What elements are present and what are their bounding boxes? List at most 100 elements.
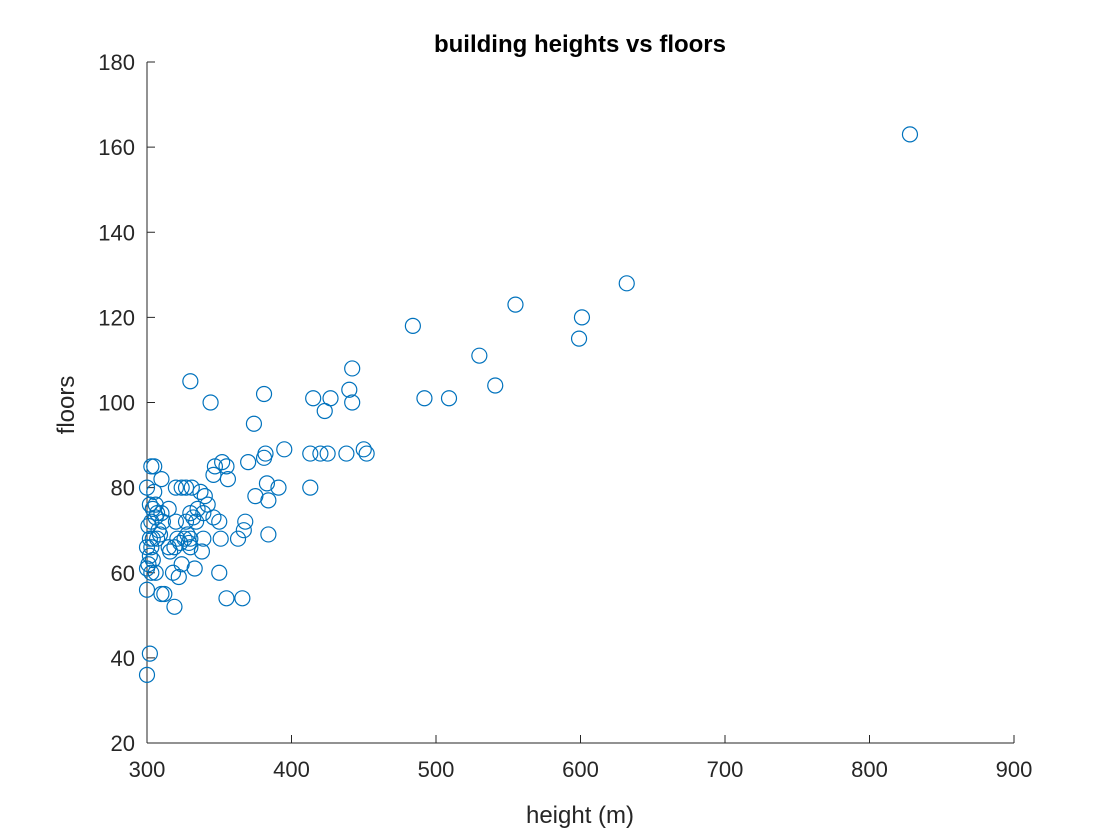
data-point: [182, 373, 199, 390]
data-point: [255, 449, 273, 466]
data-point: [344, 394, 361, 411]
data-point: [196, 488, 213, 505]
data-point: [212, 530, 229, 547]
y-ticks: 20 40 60 80 100 120 140 160 180: [98, 50, 155, 756]
data-point: [172, 534, 189, 552]
data-point: [487, 377, 504, 394]
data-point: [147, 496, 164, 513]
data-point: [143, 539, 160, 556]
data-point: [141, 645, 158, 662]
data-point: [211, 564, 228, 581]
data-point: [138, 666, 156, 684]
y-tick-label: 100: [98, 391, 135, 416]
y-tick-label: 80: [111, 476, 135, 501]
data-point: [260, 526, 277, 543]
data-point: [193, 543, 211, 560]
axes: [146, 62, 1014, 744]
data-point: [258, 475, 276, 492]
data-point: [183, 479, 200, 496]
data-point: [195, 530, 212, 547]
data-point: [218, 590, 235, 607]
data-point: [167, 513, 184, 530]
data-point: [507, 296, 524, 313]
data-point: [219, 471, 237, 488]
data-point: [234, 590, 251, 607]
data-point: [169, 530, 186, 547]
data-point: [173, 556, 190, 573]
data-point: [176, 530, 193, 547]
data-point: [156, 585, 173, 603]
data-point: [143, 564, 160, 581]
data-point: [202, 394, 219, 411]
data-point: [276, 441, 293, 458]
data-point: [211, 513, 228, 530]
y-tick-label: 180: [98, 50, 135, 75]
chart-title: building heights vs floors: [434, 31, 726, 58]
y-tick-label: 160: [98, 135, 135, 160]
data-point: [138, 560, 156, 577]
data-point: [164, 564, 182, 581]
data-point: [143, 513, 160, 530]
data-point: [138, 581, 156, 598]
data-point: [237, 513, 254, 530]
data-point: [138, 479, 156, 496]
data-point: [149, 530, 166, 547]
data-point: [138, 539, 156, 556]
data-point: [302, 479, 319, 496]
data-point: [205, 466, 222, 483]
data-point: [141, 547, 158, 564]
data-point: [188, 513, 205, 530]
data-point: [141, 496, 158, 513]
data-point: [573, 309, 591, 326]
data-point: [240, 453, 257, 471]
data-point: [440, 390, 458, 407]
data-point: [167, 479, 184, 496]
x-ticks: 300 400 500 600 700 800 900: [129, 735, 1032, 782]
data-point: [166, 539, 183, 556]
data-point: [341, 381, 358, 398]
data-point: [245, 415, 263, 432]
data-point: [206, 458, 224, 475]
data-point: [319, 445, 336, 462]
data-point: [218, 458, 235, 475]
y-axis-label: floors: [53, 376, 80, 435]
data-point: [173, 479, 190, 496]
data-point: [358, 445, 375, 462]
x-axis-label: height (m): [526, 802, 634, 829]
data-point: [180, 534, 198, 552]
data-point: [316, 402, 333, 420]
y-tick-label: 60: [111, 561, 135, 586]
data-point: [305, 390, 322, 407]
data-point: [338, 445, 355, 462]
data-point: [344, 360, 361, 377]
x-tick-label: 300: [129, 757, 166, 782]
data-point: [901, 126, 919, 143]
data-point: [416, 390, 433, 407]
x-tick-label: 800: [851, 757, 888, 782]
y-tick-label: 20: [111, 731, 135, 756]
data-point: [255, 385, 273, 403]
data-point: [471, 347, 488, 364]
data-point: [192, 483, 209, 500]
data-points: [138, 126, 919, 684]
data-point: [160, 539, 177, 556]
data-point: [270, 479, 287, 496]
data-point: [229, 530, 247, 547]
data-point: [140, 517, 157, 535]
x-tick-label: 700: [707, 757, 744, 782]
data-point: [166, 598, 183, 615]
data-point: [141, 530, 158, 547]
y-tick-label: 40: [111, 646, 135, 671]
data-point: [302, 445, 319, 462]
data-point: [312, 445, 329, 462]
data-point: [146, 458, 163, 475]
data-point: [570, 330, 588, 347]
data-point: [153, 505, 170, 522]
data-point: [143, 458, 160, 475]
data-point: [170, 568, 187, 586]
data-point: [199, 496, 216, 513]
y-tick-label: 140: [98, 220, 135, 245]
data-point: [404, 317, 421, 334]
x-tick-label: 400: [273, 757, 310, 782]
